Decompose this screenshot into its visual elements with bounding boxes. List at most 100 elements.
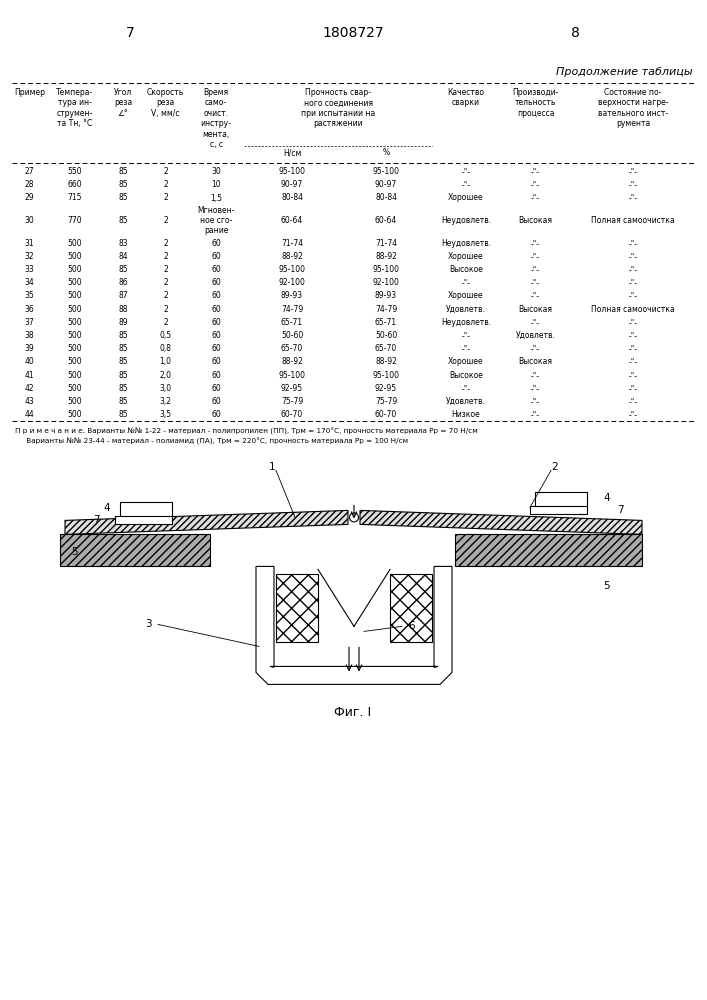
Text: 31: 31 xyxy=(25,239,35,248)
Text: 95-100: 95-100 xyxy=(373,265,399,274)
Text: 89-93: 89-93 xyxy=(281,291,303,300)
Text: 60: 60 xyxy=(211,384,221,393)
Text: Мгновен-
ное сго-
рание: Мгновен- ное сго- рание xyxy=(197,206,235,235)
Text: -"-: -"- xyxy=(531,194,540,202)
Text: -"-: -"- xyxy=(629,357,638,366)
Text: 60: 60 xyxy=(211,344,221,353)
Text: 0,5: 0,5 xyxy=(160,331,172,340)
Text: 3: 3 xyxy=(145,619,151,629)
Text: 50-60: 50-60 xyxy=(375,331,397,340)
Text: 60: 60 xyxy=(211,278,221,287)
Text: Удовлетв.: Удовлетв. xyxy=(515,331,556,340)
Text: 75-79: 75-79 xyxy=(281,397,303,406)
Text: 500: 500 xyxy=(68,384,82,393)
Text: 500: 500 xyxy=(68,318,82,327)
Text: 85: 85 xyxy=(118,180,128,189)
Text: 60-64: 60-64 xyxy=(375,216,397,225)
Text: 500: 500 xyxy=(68,344,82,353)
Bar xyxy=(530,506,587,514)
Text: 60: 60 xyxy=(211,265,221,274)
Text: 36: 36 xyxy=(25,305,35,314)
Text: Удовлетв.: Удовлетв. xyxy=(446,305,486,314)
Text: 65-70: 65-70 xyxy=(281,344,303,353)
Text: 34: 34 xyxy=(25,278,35,287)
Polygon shape xyxy=(276,574,318,642)
Text: %: % xyxy=(382,148,390,157)
Text: 2: 2 xyxy=(163,194,168,202)
Text: 75-79: 75-79 xyxy=(375,397,397,406)
Text: 27: 27 xyxy=(25,167,35,176)
Text: 95-100: 95-100 xyxy=(279,265,305,274)
Text: 90-97: 90-97 xyxy=(375,180,397,189)
Text: -"-: -"- xyxy=(531,384,540,393)
Text: 5: 5 xyxy=(604,581,610,591)
Text: 38: 38 xyxy=(25,331,35,340)
Text: 84: 84 xyxy=(118,252,128,261)
Text: П р и м е ч а н и е. Варианты №№ 1-22 - материал - полипропилен (ПП), Трм = 170°: П р и м е ч а н и е. Варианты №№ 1-22 - … xyxy=(15,427,478,435)
Text: 85: 85 xyxy=(118,384,128,393)
Text: Варианты №№ 23-44 - материал - полиамид (ПА), Трм = 220°С, прочность материала Р: Варианты №№ 23-44 - материал - полиамид … xyxy=(15,437,408,445)
Text: 65-71: 65-71 xyxy=(375,318,397,327)
Text: Темпера-
тура ин-
струмен-
та Тн, °С: Темпера- тура ин- струмен- та Тн, °С xyxy=(57,88,93,128)
Text: 500: 500 xyxy=(68,331,82,340)
Text: Н/см: Н/см xyxy=(283,148,301,157)
Text: -"-: -"- xyxy=(629,239,638,248)
Text: Неудовлетв.: Неудовлетв. xyxy=(441,216,491,225)
Text: 500: 500 xyxy=(68,278,82,287)
Text: Полная самоочистка: Полная самоочистка xyxy=(591,216,675,225)
Text: 1,0: 1,0 xyxy=(160,357,172,366)
Text: -"-: -"- xyxy=(531,371,540,380)
Text: 42: 42 xyxy=(25,384,35,393)
Text: 28: 28 xyxy=(25,180,34,189)
Text: 2: 2 xyxy=(163,167,168,176)
Text: 88: 88 xyxy=(118,305,128,314)
Text: 65-71: 65-71 xyxy=(281,318,303,327)
Text: 35: 35 xyxy=(25,291,35,300)
Text: Удовлетв.: Удовлетв. xyxy=(446,397,486,406)
Text: 1808727: 1808727 xyxy=(322,26,384,40)
Text: -"-: -"- xyxy=(629,265,638,274)
Text: Хорошее: Хорошее xyxy=(448,357,484,366)
Text: 2: 2 xyxy=(163,216,168,225)
Text: 95-100: 95-100 xyxy=(373,167,399,176)
Text: Высокая: Высокая xyxy=(518,357,552,366)
Text: 3,0: 3,0 xyxy=(160,384,172,393)
Text: 87: 87 xyxy=(118,291,128,300)
Text: 95-100: 95-100 xyxy=(279,167,305,176)
Text: -"-: -"- xyxy=(531,318,540,327)
Text: 8: 8 xyxy=(571,26,580,40)
Text: Высокая: Высокая xyxy=(518,305,552,314)
Text: 6: 6 xyxy=(409,621,415,631)
Text: -"-: -"- xyxy=(531,167,540,176)
Text: 85: 85 xyxy=(118,357,128,366)
Text: 60-64: 60-64 xyxy=(281,216,303,225)
Text: Полная самоочистка: Полная самоочистка xyxy=(591,305,675,314)
Text: Производи-
тельность
процесса: Производи- тельность процесса xyxy=(513,88,559,118)
Text: -"-: -"- xyxy=(531,239,540,248)
Text: 95-100: 95-100 xyxy=(279,371,305,380)
Text: 770: 770 xyxy=(68,216,82,225)
Text: 89: 89 xyxy=(118,318,128,327)
Text: -"-: -"- xyxy=(531,410,540,419)
Text: 37: 37 xyxy=(25,318,35,327)
Text: Неудовлетв.: Неудовлетв. xyxy=(441,239,491,248)
Text: -"-: -"- xyxy=(629,167,638,176)
Text: -"-: -"- xyxy=(531,252,540,261)
Text: 80-84: 80-84 xyxy=(375,194,397,202)
Text: 500: 500 xyxy=(68,252,82,261)
Text: -"-: -"- xyxy=(629,278,638,287)
Text: 65-70: 65-70 xyxy=(375,344,397,353)
Text: 500: 500 xyxy=(68,291,82,300)
Text: 500: 500 xyxy=(68,265,82,274)
Polygon shape xyxy=(455,534,642,566)
Text: 500: 500 xyxy=(68,305,82,314)
Text: -"-: -"- xyxy=(629,384,638,393)
Text: 29: 29 xyxy=(25,194,35,202)
Text: 2: 2 xyxy=(163,318,168,327)
Text: -"-: -"- xyxy=(629,318,638,327)
Text: 85: 85 xyxy=(118,331,128,340)
Text: -"-: -"- xyxy=(629,180,638,189)
Text: 2: 2 xyxy=(163,265,168,274)
Text: 41: 41 xyxy=(25,371,35,380)
Text: 60: 60 xyxy=(211,371,221,380)
